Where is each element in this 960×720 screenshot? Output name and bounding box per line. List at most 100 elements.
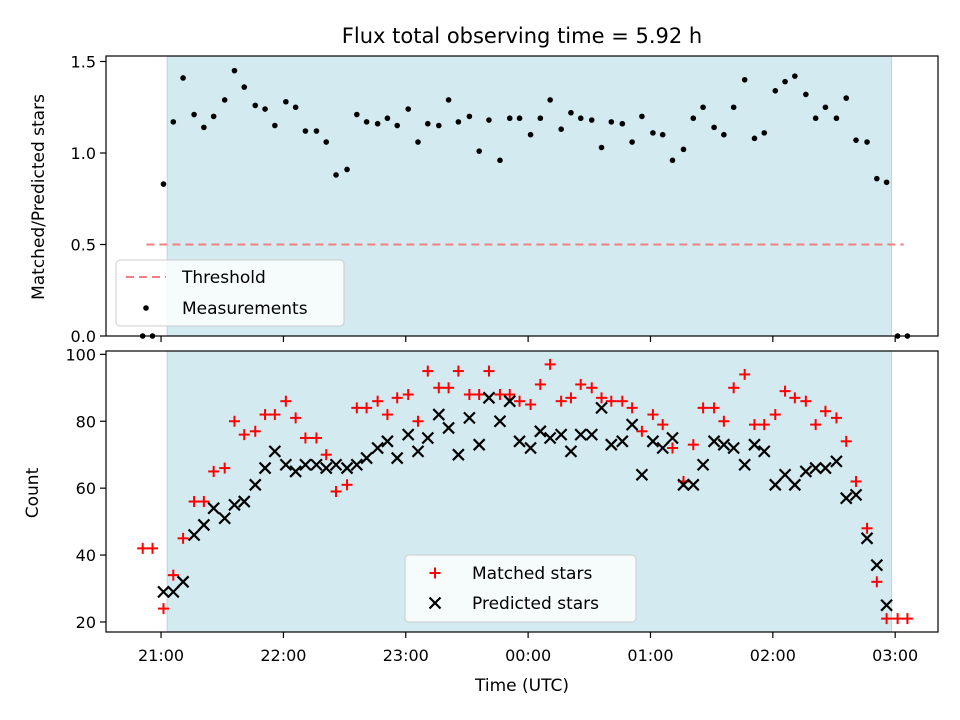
measurement-point bbox=[537, 115, 544, 122]
matched-star-marker bbox=[789, 392, 801, 404]
measurement-point bbox=[445, 97, 452, 103]
measurement-point bbox=[394, 122, 401, 129]
predicted-star-marker bbox=[411, 445, 425, 458]
matched-star-marker bbox=[391, 392, 403, 404]
matched-star-marker bbox=[819, 405, 831, 417]
predicted-star-marker bbox=[819, 461, 832, 475]
matched-star-marker bbox=[351, 402, 363, 414]
matched-star-marker bbox=[177, 532, 189, 544]
matched-star-marker bbox=[748, 419, 760, 431]
measurement-point bbox=[792, 73, 798, 79]
matched-star-marker bbox=[666, 442, 678, 454]
predicted-star-marker bbox=[738, 458, 751, 472]
matched-star-marker bbox=[249, 425, 261, 437]
predicted-star-marker bbox=[635, 468, 649, 482]
predicted-star-marker bbox=[340, 461, 354, 475]
bottom-legend: Matched stars Predicted stars bbox=[404, 554, 637, 623]
measurement-point bbox=[669, 157, 676, 164]
matched-star-marker bbox=[259, 409, 271, 421]
predicted-star-marker bbox=[268, 445, 282, 458]
measurement-point bbox=[283, 98, 289, 105]
predicted-star-marker bbox=[839, 491, 853, 505]
matched-star-marker bbox=[586, 382, 598, 394]
measurement-point bbox=[231, 67, 238, 74]
matched-star-marker bbox=[657, 419, 669, 431]
predicted-star-marker bbox=[452, 448, 465, 461]
predicted-star-marker bbox=[299, 458, 312, 472]
top-y-axis-label: Matched/Predicted stars bbox=[29, 94, 49, 300]
measurement-point bbox=[659, 131, 666, 138]
matched-star-marker bbox=[901, 613, 913, 625]
matched-star-marker bbox=[769, 409, 781, 421]
measurement-point bbox=[180, 75, 186, 81]
predicted-star-marker bbox=[707, 435, 721, 448]
measurement-point bbox=[721, 131, 727, 138]
bottom-xtick-label: 22:00 bbox=[260, 646, 306, 665]
predicted-star-marker bbox=[809, 461, 822, 475]
predicted-star-marker bbox=[248, 478, 262, 492]
measurement-point bbox=[598, 144, 605, 151]
predicted-star-marker bbox=[727, 441, 740, 455]
predicted-star-marker bbox=[860, 532, 874, 545]
predicted-star-marker bbox=[493, 414, 507, 428]
matched-star-marker bbox=[779, 385, 791, 397]
predicted-star-marker bbox=[788, 478, 802, 492]
predicted-star-marker bbox=[463, 411, 476, 425]
matched-star-marker bbox=[167, 569, 179, 581]
predicted-star-marker bbox=[319, 461, 333, 475]
predicted-star-marker bbox=[717, 438, 731, 451]
measurement-point bbox=[761, 130, 768, 136]
predicted-star-marker bbox=[585, 428, 599, 441]
legend-matched-label: Matched stars bbox=[472, 564, 592, 584]
bottom-xtick-label: 02:00 bbox=[750, 646, 796, 665]
matched-star-marker bbox=[544, 358, 556, 370]
predicted-star-marker bbox=[625, 418, 639, 431]
measurement-point bbox=[741, 76, 748, 83]
matched-star-marker bbox=[616, 395, 628, 407]
predicted-star-marker bbox=[849, 488, 863, 502]
matched-star-marker bbox=[412, 415, 424, 427]
bottom-xtick-label: 03:00 bbox=[872, 646, 918, 665]
predicted-star-marker bbox=[757, 445, 771, 458]
measurement-point bbox=[680, 146, 687, 153]
matched-star-marker bbox=[861, 522, 873, 534]
predicted-star-marker bbox=[258, 461, 272, 475]
measurement-point bbox=[354, 111, 360, 118]
matched-star-marker bbox=[238, 429, 250, 441]
matched-star-marker bbox=[626, 402, 638, 414]
measurement-point bbox=[497, 157, 503, 164]
measurement-point bbox=[843, 95, 850, 101]
matched-star-marker bbox=[473, 388, 485, 400]
matched-star-marker bbox=[158, 603, 170, 615]
matched-star-marker bbox=[697, 402, 709, 414]
predicted-star-marker bbox=[176, 575, 190, 589]
top-ytick-label: 1.0 bbox=[71, 144, 96, 163]
matched-star-marker bbox=[810, 419, 822, 431]
measurement-point bbox=[201, 124, 207, 131]
predicted-star-marker bbox=[289, 465, 302, 478]
top-ytick-label: 0.0 bbox=[71, 327, 96, 346]
bottom-xtick-label: 01:00 bbox=[627, 646, 673, 665]
measurement-point bbox=[608, 119, 615, 125]
predicted-star-marker bbox=[197, 518, 211, 532]
measurement-point bbox=[639, 113, 645, 120]
measurement-point bbox=[363, 119, 370, 125]
x-axis-label: Time (UTC) bbox=[474, 676, 569, 696]
measurement-point bbox=[588, 117, 595, 123]
measurement-point bbox=[690, 115, 697, 122]
predicted-star-marker bbox=[401, 428, 415, 441]
predicted-star-marker bbox=[279, 458, 293, 472]
matched-star-marker bbox=[534, 378, 546, 390]
matched-star-marker bbox=[146, 542, 158, 554]
predicted-star-marker bbox=[748, 438, 761, 451]
matched-star-marker bbox=[320, 449, 332, 461]
measurement-point bbox=[619, 120, 626, 127]
predicted-star-marker bbox=[421, 431, 435, 445]
measurement-point bbox=[424, 120, 431, 127]
matched-star-marker bbox=[198, 496, 210, 508]
matched-star-marker bbox=[219, 462, 231, 474]
measurement-point bbox=[782, 78, 788, 85]
legend-predicted-label: Predicted stars bbox=[472, 594, 599, 614]
matched-star-marker bbox=[341, 479, 353, 491]
matched-star-marker bbox=[830, 412, 842, 424]
